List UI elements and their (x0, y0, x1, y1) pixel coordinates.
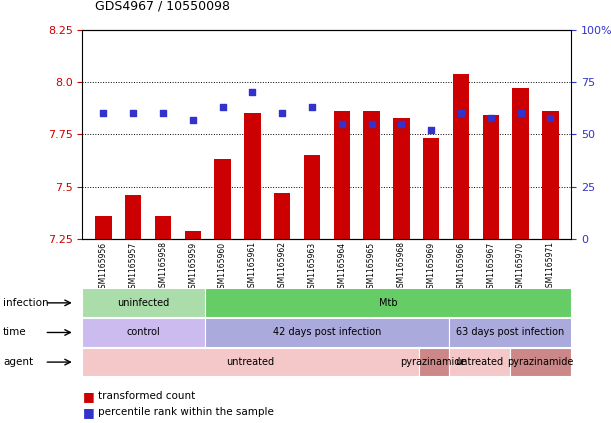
Text: pyrazinamide: pyrazinamide (508, 357, 574, 367)
Bar (513, 88, 529, 239)
Bar (419, 348, 449, 376)
Bar (205, 318, 449, 347)
Point (98, 110, 108, 117)
Point (218, 104, 227, 110)
Bar (95, 216, 112, 239)
Text: time: time (3, 327, 27, 338)
Point (307, 104, 317, 110)
Bar (334, 111, 350, 239)
Bar (185, 231, 201, 239)
Point (367, 121, 376, 127)
Bar (542, 111, 558, 239)
Text: GSM1165959: GSM1165959 (188, 242, 197, 293)
Bar (449, 348, 510, 376)
Text: GDS4967 / 10550098: GDS4967 / 10550098 (95, 0, 230, 13)
Text: pyrazinamide: pyrazinamide (401, 357, 467, 367)
Text: Mtb: Mtb (379, 298, 397, 308)
Point (277, 110, 287, 117)
Text: GSM1165960: GSM1165960 (218, 242, 227, 293)
Text: GSM1165958: GSM1165958 (158, 242, 167, 292)
Text: control: control (126, 327, 161, 338)
Text: ■: ■ (82, 406, 94, 419)
Point (188, 116, 197, 123)
Point (546, 114, 555, 121)
Bar (244, 113, 260, 239)
Bar (364, 111, 380, 239)
Text: GSM1165965: GSM1165965 (367, 242, 376, 293)
Text: GSM1165962: GSM1165962 (277, 242, 287, 292)
Point (397, 121, 406, 127)
Text: untreated: untreated (456, 357, 503, 367)
Text: GSM1165963: GSM1165963 (307, 242, 316, 293)
Text: GSM1165968: GSM1165968 (397, 242, 406, 292)
Bar (393, 118, 409, 239)
Point (516, 110, 525, 117)
Text: GSM1165961: GSM1165961 (248, 242, 257, 292)
Point (158, 110, 168, 117)
Text: GSM1165966: GSM1165966 (456, 242, 466, 293)
Text: infection: infection (3, 298, 49, 308)
Text: 63 days post infection: 63 days post infection (456, 327, 565, 338)
Text: GSM1165956: GSM1165956 (99, 242, 108, 293)
Bar (423, 138, 439, 239)
Bar (449, 318, 571, 347)
Point (247, 89, 257, 96)
Text: ■: ■ (82, 390, 94, 403)
Bar (304, 155, 320, 239)
Point (128, 110, 138, 117)
Text: GSM1165964: GSM1165964 (337, 242, 346, 293)
Text: percentile rank within the sample: percentile rank within the sample (98, 407, 274, 418)
Text: 42 days post infection: 42 days post infection (273, 327, 381, 338)
Point (337, 121, 346, 127)
Text: agent: agent (3, 357, 33, 367)
Bar (483, 115, 499, 239)
Bar (453, 74, 469, 239)
Text: untreated: untreated (227, 357, 274, 367)
Text: transformed count: transformed count (98, 391, 195, 401)
Bar (82, 348, 419, 376)
Text: GSM1165967: GSM1165967 (486, 242, 496, 293)
Text: GSM1165969: GSM1165969 (426, 242, 436, 293)
Text: GSM1165957: GSM1165957 (129, 242, 137, 293)
Text: GSM1165971: GSM1165971 (546, 242, 555, 292)
Bar (155, 216, 171, 239)
Bar (510, 348, 571, 376)
Point (456, 110, 466, 117)
Bar (125, 195, 141, 239)
Bar (274, 193, 290, 239)
Bar (214, 159, 231, 239)
Point (486, 114, 496, 121)
Bar (82, 288, 205, 317)
Bar (205, 288, 571, 317)
Text: uninfected: uninfected (117, 298, 170, 308)
Point (426, 127, 436, 134)
Bar (82, 318, 205, 347)
Text: GSM1165970: GSM1165970 (516, 242, 525, 293)
